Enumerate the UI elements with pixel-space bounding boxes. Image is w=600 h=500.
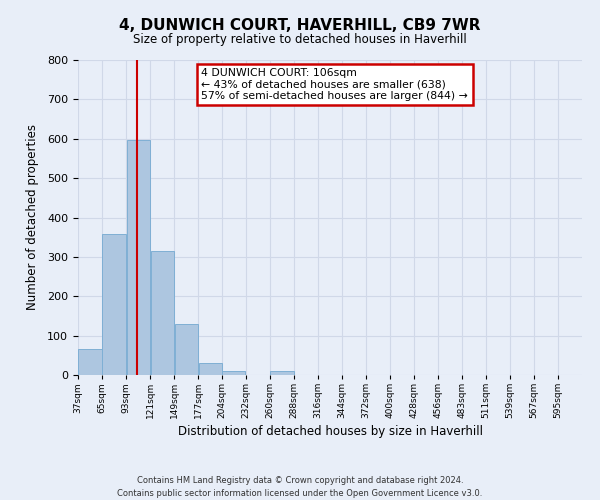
Bar: [151, 250, 174, 375]
Text: Size of property relative to detached houses in Haverhill: Size of property relative to detached ho…: [133, 32, 467, 46]
Bar: [270, 371, 293, 375]
Bar: [127, 140, 150, 375]
Text: 4 DUNWICH COURT: 106sqm
← 43% of detached houses are smaller (638)
57% of semi-d: 4 DUNWICH COURT: 106sqm ← 43% of detache…: [202, 68, 468, 101]
Text: Contains HM Land Registry data © Crown copyright and database right 2024.
Contai: Contains HM Land Registry data © Crown c…: [118, 476, 482, 498]
Bar: [175, 324, 198, 375]
Bar: [79, 350, 102, 375]
Bar: [222, 371, 245, 375]
Bar: [199, 363, 222, 375]
Y-axis label: Number of detached properties: Number of detached properties: [26, 124, 39, 310]
Bar: [103, 234, 126, 375]
Text: 4, DUNWICH COURT, HAVERHILL, CB9 7WR: 4, DUNWICH COURT, HAVERHILL, CB9 7WR: [119, 18, 481, 32]
X-axis label: Distribution of detached houses by size in Haverhill: Distribution of detached houses by size …: [178, 426, 482, 438]
